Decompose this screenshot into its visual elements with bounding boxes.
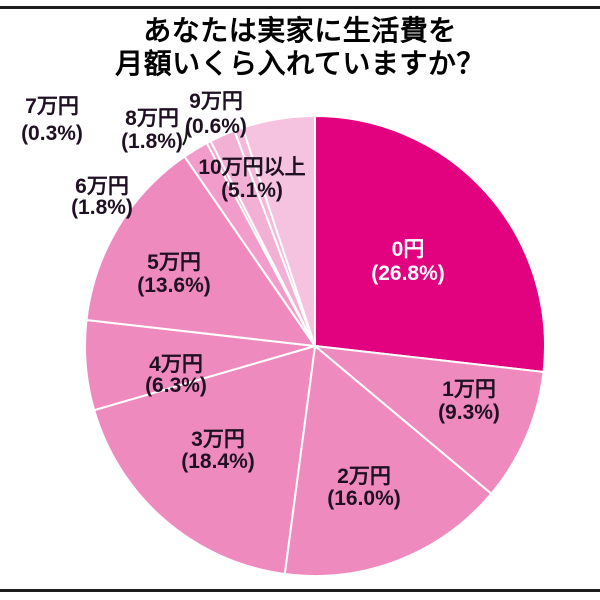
- slice-label-3万円: 3万円(18.4%): [181, 428, 255, 473]
- slice-label-5万円: 5万円(13.6%): [137, 251, 211, 297]
- pie-slice-1万円: [314, 345, 545, 495]
- label-leader-line: [182, 117, 193, 146]
- pie-slice-10万円以上: [241, 115, 316, 347]
- top-border-rule: [0, 6, 600, 9]
- slice-label-4万円: 4万円(6.3%): [145, 353, 207, 397]
- slice-label-9万円: 9万円(0.6%): [185, 90, 247, 138]
- slice-label-0円: 0円(26.8%): [371, 238, 445, 285]
- slice-label-7万円: 7万円(0.3%): [21, 95, 83, 145]
- pie-slice-0円: [314, 115, 546, 373]
- chart-title-line2: 月額いくら入れていますか？: [115, 48, 485, 79]
- slice-label-2万円: 2万円(16.0%): [327, 465, 401, 510]
- pie-slice-3万円: [93, 345, 316, 575]
- pie-slice-2万円: [283, 345, 493, 577]
- chart-title-line1: あなたは実家に生活費を: [143, 15, 457, 46]
- slice-label-1万円: 1万円(9.3%): [438, 378, 500, 424]
- slice-label-8万円: 8万円(1.8%): [121, 107, 183, 153]
- bottom-border-rule: [0, 589, 600, 592]
- slice-label-6万円: 6万円(1.8%): [71, 175, 133, 219]
- slice-label-10万円以上: 10万円以上(5.1%): [198, 156, 305, 202]
- chart-title: あなたは実家に生活費を 月額いくら入れていますか？: [0, 14, 600, 80]
- pie-slice-5万円: [85, 155, 316, 347]
